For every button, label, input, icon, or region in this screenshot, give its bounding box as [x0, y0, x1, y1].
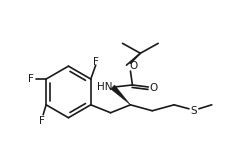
- Text: HN: HN: [97, 82, 112, 92]
- Text: F: F: [28, 74, 34, 84]
- Text: F: F: [39, 116, 45, 126]
- Polygon shape: [111, 85, 131, 105]
- Text: O: O: [129, 61, 138, 71]
- Text: S: S: [191, 106, 197, 116]
- Text: F: F: [93, 57, 99, 67]
- Text: O: O: [149, 83, 157, 93]
